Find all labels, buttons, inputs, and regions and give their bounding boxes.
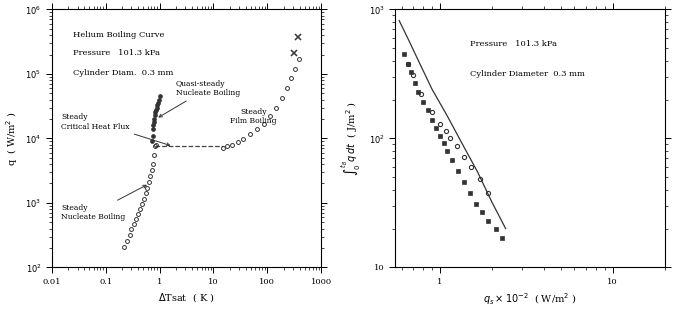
Y-axis label: q  ( W/m$^2$ ): q ( W/m$^2$ ) xyxy=(4,111,20,166)
Text: Steady
Film Boiling: Steady Film Boiling xyxy=(230,108,276,125)
Y-axis label: $\int_0^{t_B}q\,dt$  ( J/m$^2$ ): $\int_0^{t_B}q\,dt$ ( J/m$^2$ ) xyxy=(340,101,363,176)
Text: Steady
Critical Heat Flux: Steady Critical Heat Flux xyxy=(61,113,170,146)
Text: Cylinder Diameter  0.3 mm: Cylinder Diameter 0.3 mm xyxy=(470,70,585,78)
Text: Pressure   101.3 kPa: Pressure 101.3 kPa xyxy=(470,40,557,48)
Text: Helium Boiling Curve: Helium Boiling Curve xyxy=(73,31,164,39)
X-axis label: $q_s\times10^{-2}$  ( W/m$^2$ ): $q_s\times10^{-2}$ ( W/m$^2$ ) xyxy=(483,291,577,307)
Text: Quasi-steady
Nucleate Boiling: Quasi-steady Nucleate Boiling xyxy=(159,80,240,117)
Text: Pressure   101.3 kPa: Pressure 101.3 kPa xyxy=(73,49,160,58)
X-axis label: $\Delta$Tsat  ( K ): $\Delta$Tsat ( K ) xyxy=(158,291,215,304)
Text: Cylinder Diam.  0.3 mm: Cylinder Diam. 0.3 mm xyxy=(73,69,174,77)
Text: Steady
Nucleate Boiling: Steady Nucleate Boiling xyxy=(61,185,146,221)
